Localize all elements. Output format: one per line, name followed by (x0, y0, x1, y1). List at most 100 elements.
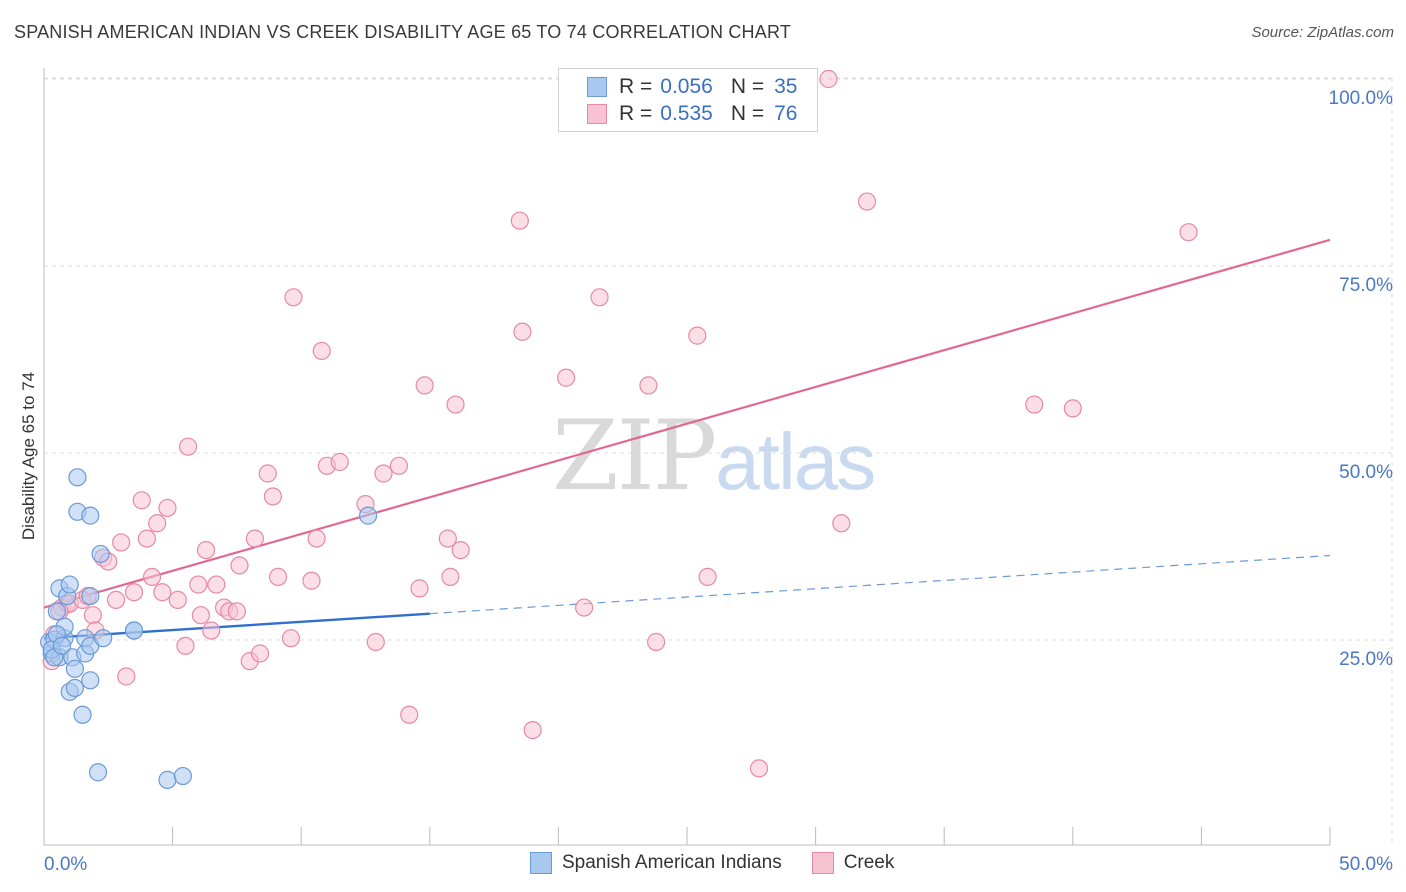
legend-item-label: Creek (843, 852, 895, 873)
point-creek (263, 487, 283, 506)
trend-line-creek (43, 238, 1331, 609)
point-spanish-american-indian (52, 636, 72, 655)
point-creek (415, 376, 434, 395)
point-spanish-american-indian (173, 766, 192, 786)
point-creek (284, 288, 303, 307)
y-tick-label: 100.0% (1329, 88, 1394, 109)
axes (43, 68, 1331, 846)
point-spanish-american-indian (81, 671, 100, 690)
x-tick-label: 0.0% (44, 854, 87, 875)
point-creek (1025, 395, 1044, 414)
legend-r-value: 0.535 (660, 102, 713, 125)
point-creek (153, 583, 172, 602)
point-creek (189, 575, 208, 594)
point-creek (575, 598, 594, 617)
watermark-atlas: atlas (715, 417, 876, 506)
point-creek (176, 636, 195, 655)
watermark-zip: ZIP (552, 400, 717, 512)
point-creek (137, 529, 156, 548)
point-creek (513, 322, 532, 341)
point-creek (83, 606, 102, 625)
legend-swatch-blue (587, 77, 607, 97)
point-creek (312, 341, 331, 361)
point-spanish-american-indian (68, 468, 87, 487)
point-creek (112, 533, 131, 552)
point-creek (106, 590, 126, 609)
point-spanish-american-indian (65, 659, 84, 678)
point-creek (148, 514, 167, 533)
point-creek (281, 629, 301, 648)
point-creek (1063, 399, 1082, 418)
point-creek (366, 632, 385, 652)
y-tick-label: 75.0% (1339, 275, 1393, 296)
point-creek (168, 590, 187, 609)
chart-title: SPANISH AMERICAN INDIAN VS CREEK DISABIL… (14, 22, 792, 42)
y-axis-label: Disability Age 65 to 74 (19, 372, 38, 540)
point-creek (446, 395, 465, 414)
point-creek (451, 540, 470, 560)
legend-r-label: R = (619, 75, 653, 98)
point-creek (590, 288, 609, 307)
point-creek (510, 211, 529, 230)
point-creek (158, 498, 177, 518)
point-creek (230, 556, 249, 575)
point-creek (142, 567, 162, 587)
point-creek (132, 491, 151, 510)
y-tick-label: 25.0% (1339, 649, 1393, 670)
axis-labels: 25.0% 50.0% 75.0% 100.0% 0.0% 50.0% Disability… (19, 88, 1393, 875)
point-creek (639, 376, 658, 395)
point-spanish-american-indian (91, 544, 110, 564)
point-creek (647, 632, 666, 652)
point-creek (268, 567, 288, 587)
legend-n-label: N = (730, 75, 765, 98)
point-creek (832, 514, 851, 533)
y-tick-label: 50.0% (1339, 462, 1393, 483)
x-tick-label: 50.0% (1339, 854, 1393, 875)
series-legend: Spanish American Indians Creek (530, 852, 924, 874)
legend-item-creek[interactable]: Creek (811, 852, 895, 874)
trend-lines (43, 238, 1331, 640)
grid-lines (44, 77, 1393, 845)
point-creek (307, 529, 326, 548)
point-creek (124, 583, 144, 602)
point-spanish-american-indian (73, 705, 92, 724)
legend-n-value: 76 (774, 102, 798, 125)
legend-item-spanish-american-indians[interactable]: Spanish American Indians (530, 852, 782, 874)
point-creek (819, 69, 838, 89)
point-spanish-american-indian (358, 506, 378, 525)
point-creek (178, 437, 198, 456)
point-creek (196, 540, 216, 560)
point-creek (250, 644, 270, 663)
point-creek (302, 571, 321, 590)
point-creek (749, 759, 769, 778)
point-creek (374, 464, 393, 483)
correlation-legend: R = 0.056 N = 35 R = 0.535 N = 76 (558, 68, 818, 132)
point-spanish-american-indian (94, 629, 113, 648)
legend-row-creek: R = 0.535 N = 76 (587, 101, 797, 127)
legend-item-label: Spanish American Indians (562, 852, 782, 873)
legend-swatch-pink (587, 104, 607, 124)
point-creek (400, 705, 419, 724)
point-spanish-american-indian (158, 770, 177, 789)
point-creek (245, 529, 265, 548)
trend-line-spanish-dashed (429, 554, 1331, 615)
legend-row-spanish-american-indians: R = 0.056 N = 35 (587, 74, 797, 100)
legend-n-value: 35 (774, 75, 798, 98)
point-creek (202, 621, 221, 640)
point-creek (557, 368, 576, 387)
point-creek (330, 452, 349, 472)
legend-swatch-blue (530, 852, 552, 874)
point-creek (441, 567, 460, 587)
point-creek (438, 529, 457, 548)
legend-n-label: N = (730, 102, 765, 125)
point-creek (857, 192, 877, 211)
point-creek (258, 464, 277, 483)
point-creek (410, 579, 429, 598)
point-spanish-american-indian (65, 678, 84, 698)
legend-r-value: 0.056 (660, 75, 713, 98)
legend-swatch-pink (811, 852, 834, 874)
point-creek (523, 720, 542, 740)
point-creek (698, 567, 717, 587)
point-creek (389, 456, 409, 475)
point-creek (117, 667, 136, 686)
